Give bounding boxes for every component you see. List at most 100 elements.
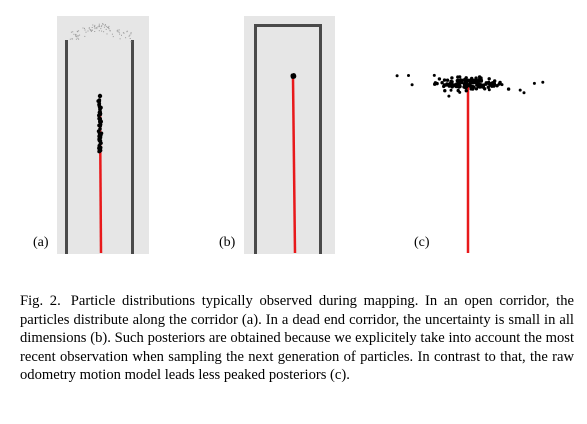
panel-b-graphic xyxy=(244,16,335,254)
scan-point xyxy=(121,34,122,36)
particle xyxy=(477,82,481,86)
scan-point xyxy=(92,24,94,26)
scan-point xyxy=(116,30,118,32)
scan-point xyxy=(82,27,84,29)
particle xyxy=(495,84,499,88)
particle xyxy=(410,83,414,87)
scan-point xyxy=(101,25,103,27)
scan-point xyxy=(118,29,120,31)
particle xyxy=(468,78,472,83)
particle xyxy=(98,107,102,111)
scan-point xyxy=(125,37,127,39)
particle xyxy=(450,76,454,80)
scan-point xyxy=(79,34,81,36)
scan-point xyxy=(100,26,102,28)
scan-point xyxy=(104,24,106,26)
scan-point xyxy=(76,36,78,38)
particle xyxy=(481,83,486,87)
scan-point xyxy=(98,30,100,32)
scan-point xyxy=(106,26,108,28)
particle xyxy=(500,83,504,87)
scan-point xyxy=(84,29,86,31)
particle xyxy=(457,81,460,85)
particle xyxy=(479,78,484,83)
scan-point xyxy=(112,36,114,38)
scan-point xyxy=(94,26,96,28)
scan-point xyxy=(72,31,74,33)
particle xyxy=(464,89,468,93)
scan-point xyxy=(77,37,79,39)
particle xyxy=(472,85,476,89)
scan-point xyxy=(102,23,104,25)
particle xyxy=(541,80,545,84)
particle xyxy=(467,83,471,87)
particle xyxy=(522,91,526,95)
scan-point xyxy=(105,28,107,30)
particle xyxy=(97,99,102,103)
particle xyxy=(458,75,462,79)
particle-cloud-a xyxy=(96,93,104,154)
scan-point xyxy=(85,31,87,33)
particle xyxy=(449,88,453,92)
scan-point xyxy=(119,33,121,35)
scan-point xyxy=(98,25,100,27)
scan-point xyxy=(91,29,93,31)
scan-point xyxy=(100,28,102,30)
particle xyxy=(292,74,296,79)
scan-point xyxy=(98,23,100,25)
scan-point xyxy=(107,27,109,28)
particle xyxy=(437,77,442,81)
particle xyxy=(532,81,536,85)
particle xyxy=(407,74,410,77)
panel-label-b: (b) xyxy=(219,235,236,250)
scan-point xyxy=(101,30,103,32)
scan-point xyxy=(87,30,89,32)
particle xyxy=(454,84,458,88)
particle xyxy=(97,149,101,154)
scan-point xyxy=(84,27,85,29)
scan-point xyxy=(93,26,95,27)
figure-number: Fig. 2. xyxy=(20,293,61,309)
scan-point xyxy=(123,32,125,34)
scan-point xyxy=(126,31,128,33)
particle xyxy=(474,78,479,83)
scan-point xyxy=(89,29,91,31)
particle xyxy=(443,83,448,87)
particle xyxy=(97,101,102,106)
scan-point xyxy=(69,38,71,40)
particle xyxy=(458,84,462,89)
figure-caption: Fig. 2. Particle distributions typically … xyxy=(20,292,574,385)
panel-a-graphic xyxy=(57,16,149,254)
scan-point xyxy=(118,31,120,33)
left-wall-b xyxy=(254,24,257,254)
scan-point xyxy=(130,41,132,43)
particle xyxy=(463,79,467,83)
scan-point xyxy=(103,31,105,33)
particle xyxy=(458,90,462,94)
particle xyxy=(445,78,450,82)
particle xyxy=(395,74,399,78)
figure-graphic xyxy=(57,16,545,254)
particle xyxy=(97,136,102,141)
scan-point xyxy=(73,33,75,35)
scan-point xyxy=(130,33,132,35)
scan-point xyxy=(129,38,131,39)
scan-point xyxy=(98,26,100,28)
scan-point xyxy=(78,30,80,32)
particle-cloud-c xyxy=(395,73,545,98)
panel-c-graphic xyxy=(395,73,545,253)
particle xyxy=(97,93,103,99)
scan-point xyxy=(103,26,105,28)
scan-point xyxy=(108,28,110,30)
trajectory-b xyxy=(291,77,297,254)
scan-point xyxy=(77,31,79,33)
particle xyxy=(442,78,447,82)
scan-point xyxy=(94,31,96,32)
particle xyxy=(447,94,451,98)
particle xyxy=(443,89,447,93)
scan-point xyxy=(106,33,108,35)
scan-point xyxy=(102,23,104,25)
scan-point xyxy=(77,35,79,37)
particle xyxy=(488,83,492,87)
scan-point xyxy=(70,31,72,33)
